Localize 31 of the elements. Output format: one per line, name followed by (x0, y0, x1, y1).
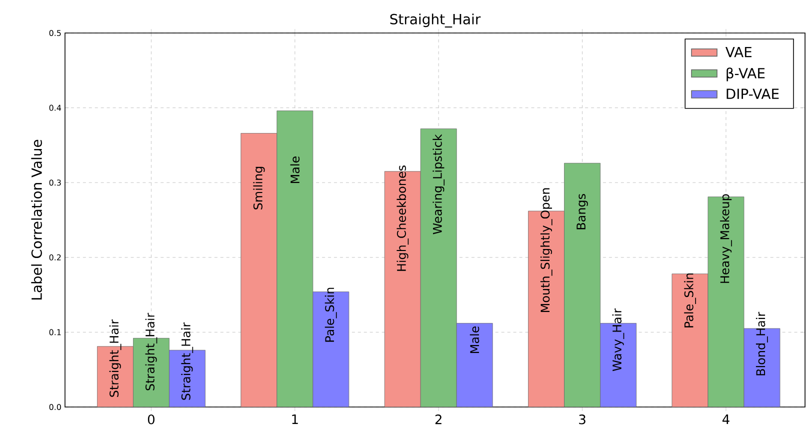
data-label: Wearing_Lipstick (432, 134, 445, 234)
chart-title: Straight_Hair (390, 14, 481, 28)
data-label: Wavy_Hair (612, 308, 624, 372)
data-label: Blond_Hair (756, 312, 768, 376)
bar (276, 110, 314, 407)
bar (456, 323, 493, 407)
data-label: Straight_Hair (145, 312, 158, 390)
data-label: High_Cheekbones (396, 166, 409, 271)
data-label: Straight_Hair (181, 322, 194, 400)
x-tick-label: 3 (579, 414, 586, 424)
x-tick-label: 2 (435, 414, 442, 424)
x-tick-label: 4 (722, 414, 730, 424)
legend-label: DIP-VAE (726, 88, 779, 99)
bar (564, 162, 600, 407)
bar (420, 128, 457, 407)
data-label: Smiling (253, 166, 265, 210)
data-label: Mouth_Slightly_Open (540, 188, 552, 312)
data-label: Pale_Skin (324, 288, 337, 342)
y-axis-title: Label Correlation Value (31, 140, 42, 300)
x-tick-label: 1 (292, 414, 298, 424)
legend-label: β-VAE (726, 68, 765, 82)
data-label: Male (470, 326, 480, 353)
data-label: Pale_Skin (684, 273, 696, 328)
bar (240, 133, 278, 407)
data-label: Heavy_Makeup (720, 194, 732, 283)
legend-label: VAE (725, 46, 752, 58)
x-tick-label: 0 (148, 414, 154, 424)
data-label: Straight_Hair (109, 319, 122, 397)
bar (672, 274, 708, 407)
data-label: Bangs (576, 194, 588, 230)
data-label: Male (290, 156, 300, 184)
